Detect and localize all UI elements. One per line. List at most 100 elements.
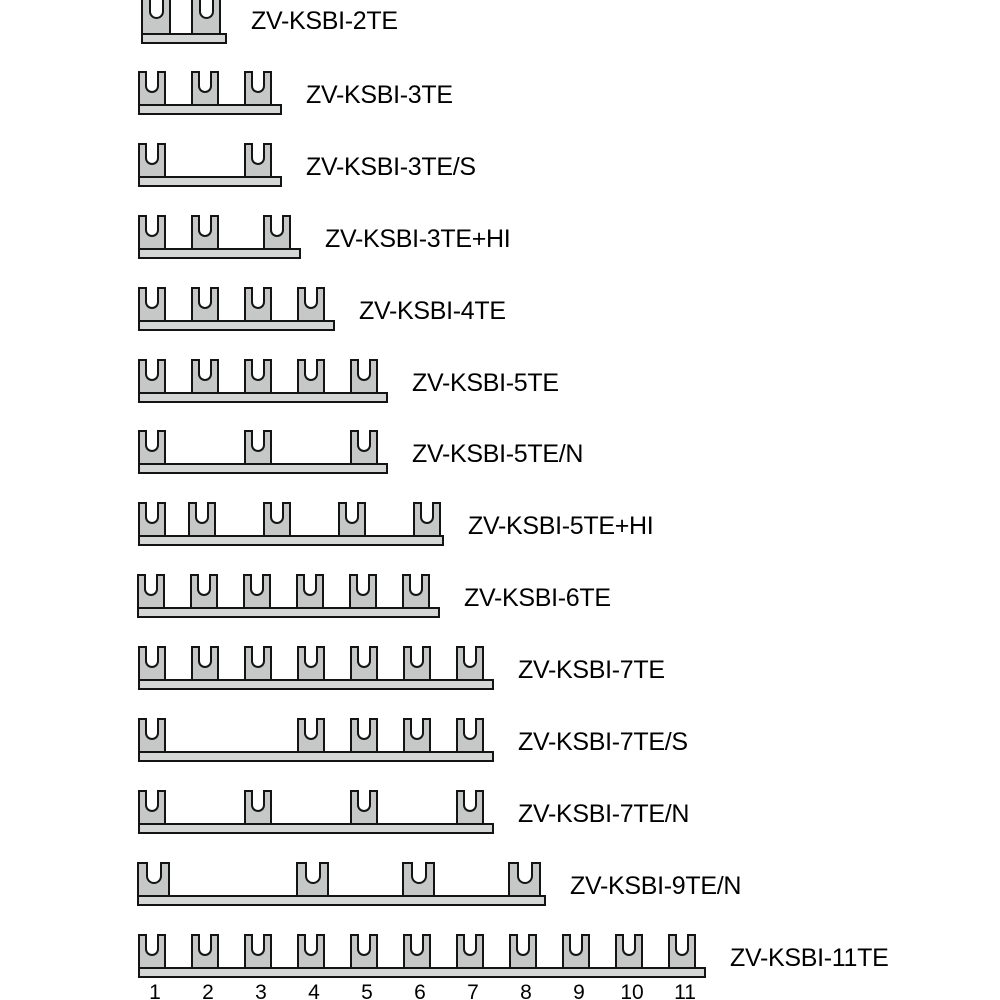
busbar-prong: [244, 934, 272, 967]
prong-notch: [463, 934, 477, 956]
prong-notch: [198, 215, 212, 237]
busbar-prong: [138, 143, 166, 176]
prong-notch: [198, 71, 212, 93]
prong-notch: [410, 646, 424, 668]
prong-notch: [357, 718, 371, 740]
prong-notch: [304, 646, 318, 668]
busbar-prong: [297, 934, 325, 967]
busbar-label: ZV-KSBI-9TE/N: [570, 872, 742, 900]
busbar-prong: [350, 790, 378, 823]
prong-notch: [145, 934, 159, 956]
busbar-label: ZV-KSBI-6TE: [464, 584, 611, 612]
busbar-prong: [244, 790, 272, 823]
busbar-rail: [138, 823, 494, 834]
busbar-prong: [191, 359, 219, 392]
prong-notch: [357, 646, 371, 668]
prong-notch: [304, 718, 318, 740]
busbar-prong: [508, 862, 541, 895]
busbar-prong: [244, 646, 272, 679]
prong-notch: [251, 790, 265, 812]
busbar-prong: [244, 430, 272, 463]
prong-notch: [304, 934, 318, 956]
prong-notch: [145, 790, 159, 812]
busbar-prong: [403, 718, 431, 751]
busbar-prong: [191, 646, 219, 679]
busbar-prong: [244, 359, 272, 392]
scale-number: 2: [202, 981, 214, 1000]
prong-notch: [198, 0, 214, 19]
busbar-rail: [138, 248, 301, 259]
busbar-prong: [296, 862, 329, 895]
scale-number: 4: [308, 981, 320, 1000]
prong-notch: [356, 574, 370, 596]
busbar-prong: [191, 934, 219, 967]
scale-number: 6: [414, 981, 426, 1000]
busbar-prong: [244, 287, 272, 320]
busbar-prong: [138, 430, 166, 463]
busbar-label: ZV-KSBI-5TE/N: [412, 440, 584, 468]
busbar-prong: [138, 71, 166, 104]
busbar-prong: [297, 718, 325, 751]
prong-notch: [410, 934, 424, 956]
busbar-label: ZV-KSBI-4TE: [359, 297, 506, 325]
prong-notch: [304, 287, 318, 309]
busbar-prong: [350, 430, 378, 463]
busbar-rail: [138, 463, 388, 474]
scale-number: 7: [467, 981, 479, 1000]
scale-number: 10: [620, 981, 644, 1000]
busbar-prong: [413, 502, 441, 535]
prong-notch: [145, 143, 159, 165]
busbar-rail: [138, 751, 494, 762]
scale-number: 5: [361, 981, 373, 1000]
prong-notch: [251, 646, 265, 668]
busbar-prong: [138, 215, 166, 248]
scale-number: 9: [573, 981, 585, 1000]
prong-notch: [195, 502, 209, 524]
prong-notch: [145, 502, 159, 524]
busbar-prong: [263, 502, 291, 535]
busbar-prong: [138, 359, 166, 392]
busbar-prong: [562, 934, 590, 967]
scale-number: 3: [255, 981, 267, 1000]
prong-notch: [304, 359, 318, 381]
busbar-prong: [668, 934, 696, 967]
busbar-rail: [137, 607, 440, 618]
busbar-prong: [456, 646, 484, 679]
busbar-label: ZV-KSBI-7TE/S: [518, 728, 688, 756]
prong-notch: [409, 574, 423, 596]
prong-notch: [303, 574, 317, 596]
prong-notch: [145, 215, 159, 237]
busbar-label: ZV-KSBI-7TE: [518, 656, 665, 684]
busbar-prong: [138, 790, 166, 823]
busbar-rail: [137, 895, 546, 906]
prong-notch: [357, 359, 371, 381]
busbar-prong: [244, 143, 272, 176]
busbar-prong: [191, 71, 219, 104]
prong-notch: [198, 934, 212, 956]
busbar-label: ZV-KSBI-3TE/S: [306, 153, 476, 181]
busbar-prong: [350, 934, 378, 967]
busbar-prong: [138, 718, 166, 751]
scale-number: 8: [520, 981, 532, 1000]
prong-notch: [250, 574, 264, 596]
scale-number: 11: [674, 981, 696, 1000]
busbar-label: ZV-KSBI-7TE/N: [518, 800, 690, 828]
busbar-prong: [138, 502, 166, 535]
prong-notch: [251, 359, 265, 381]
prong-notch: [198, 287, 212, 309]
prong-notch: [270, 502, 284, 524]
busbar-label: ZV-KSBI-3TE: [306, 81, 453, 109]
prong-notch: [463, 718, 477, 740]
prong-notch: [148, 0, 164, 19]
busbar-prong: [338, 502, 366, 535]
busbar-prong: [297, 359, 325, 392]
prong-notch: [516, 862, 533, 884]
busbar-prong: [350, 359, 378, 392]
busbar-prong: [137, 574, 165, 607]
busbar-prong: [244, 71, 272, 104]
busbar-prong: [456, 934, 484, 967]
prong-notch: [463, 790, 477, 812]
busbar-prong: [350, 718, 378, 751]
prong-notch: [357, 934, 371, 956]
